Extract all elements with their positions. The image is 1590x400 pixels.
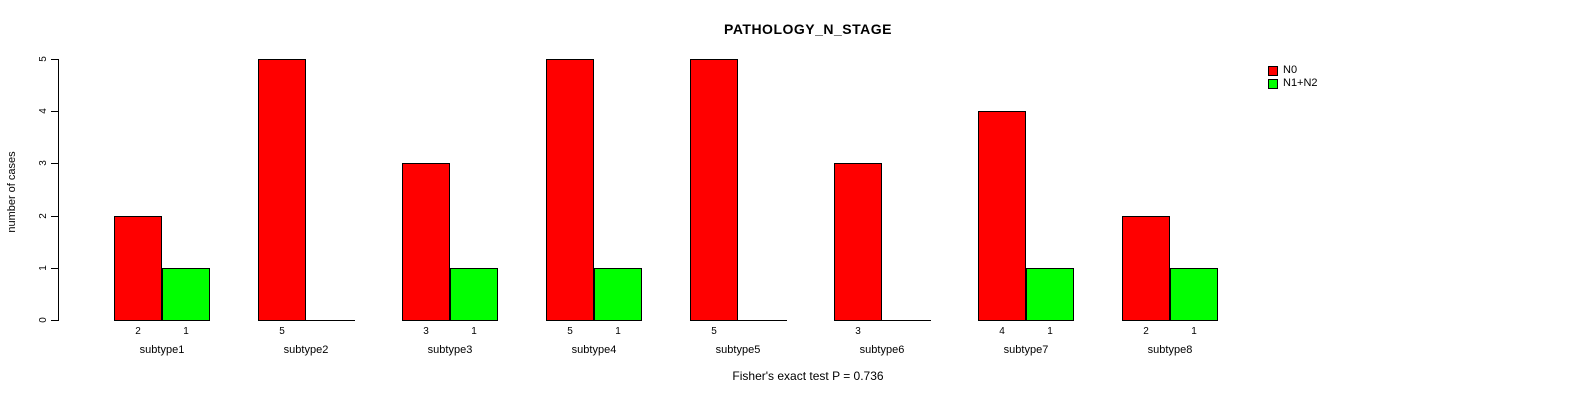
y-tick-label: 3 — [38, 160, 49, 166]
category-label: subtype2 — [283, 344, 329, 356]
bar-value-label: 5 — [711, 326, 717, 337]
legend-item-n0: N0 — [1268, 64, 1318, 77]
zero-height-bar-line — [306, 320, 355, 321]
bar-value-label: 1 — [1191, 326, 1197, 337]
bar — [162, 268, 210, 321]
bar — [258, 59, 306, 321]
legend-swatch-n1n2 — [1268, 78, 1278, 89]
fisher-test-annotation: Fisher's exact test P = 0.736 — [732, 369, 884, 383]
category-label: subtype3 — [427, 344, 473, 356]
category-label: subtype6 — [859, 344, 905, 356]
y-tick-label: 2 — [38, 213, 49, 219]
zero-height-bar-line — [738, 320, 787, 321]
y-tick-label: 5 — [38, 56, 49, 62]
legend: N0 N1+N2 — [1268, 64, 1318, 90]
bar — [978, 111, 1026, 321]
chart-title: PATHOLOGY_N_STAGE — [724, 21, 892, 37]
bar-value-label: 3 — [423, 326, 429, 337]
legend-label-n1n2: N1+N2 — [1283, 77, 1318, 89]
zero-height-bar-line — [882, 320, 931, 321]
bar — [450, 268, 498, 321]
y-tick — [51, 163, 58, 164]
legend-label-n0: N0 — [1283, 64, 1298, 76]
category-label: subtype5 — [715, 344, 761, 356]
category-label: subtype4 — [571, 344, 617, 356]
bar — [546, 59, 594, 321]
bar-value-label: 1 — [471, 326, 477, 337]
bar — [1170, 268, 1218, 321]
bar-value-label: 2 — [135, 326, 141, 337]
y-tick-label: 4 — [38, 108, 49, 114]
category-label: subtype1 — [139, 344, 185, 356]
bar-value-label: 5 — [567, 326, 573, 337]
bar — [690, 59, 738, 321]
y-tick — [51, 320, 58, 321]
category-label: subtype7 — [1003, 344, 1049, 356]
bar — [402, 163, 450, 321]
bar-value-label: 5 — [279, 326, 285, 337]
bar-value-label: 2 — [1143, 326, 1149, 337]
bar-value-label: 4 — [999, 326, 1005, 337]
y-tick-label: 0 — [38, 317, 49, 323]
bar-value-label: 1 — [615, 326, 621, 337]
y-axis-line — [58, 59, 59, 321]
bar — [1026, 268, 1074, 321]
legend-swatch-n0 — [1268, 65, 1278, 76]
bar — [594, 268, 642, 321]
y-tick — [51, 268, 58, 269]
bar-value-label: 1 — [1047, 326, 1053, 337]
y-tick — [51, 59, 58, 60]
y-tick — [51, 111, 58, 112]
bar-value-label: 1 — [183, 326, 189, 337]
bar — [114, 216, 162, 321]
y-axis-label: number of cases — [6, 151, 18, 233]
bar-value-label: 3 — [855, 326, 861, 337]
category-label: subtype8 — [1147, 344, 1193, 356]
y-tick — [51, 216, 58, 217]
y-tick-label: 1 — [38, 265, 49, 271]
legend-item-n1n2: N1+N2 — [1268, 77, 1318, 90]
bar — [1122, 216, 1170, 321]
bar — [834, 163, 882, 321]
